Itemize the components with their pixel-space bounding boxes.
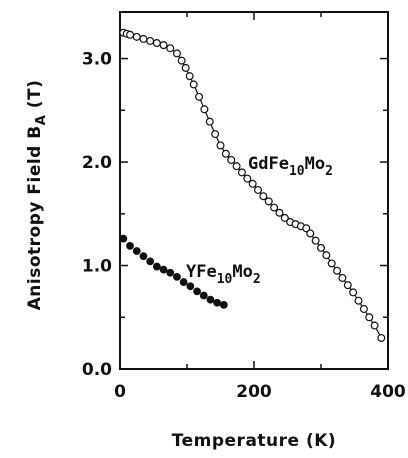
series-gdfe10mo2 — [119, 28, 386, 342]
axis-ticks — [119, 12, 389, 370]
data-point-open — [146, 36, 155, 45]
data-point-open — [349, 288, 358, 297]
data-point-open — [327, 259, 336, 268]
data-point-open — [177, 56, 186, 65]
data-point-open — [338, 273, 347, 282]
data-point-open — [311, 236, 320, 245]
series-yfe10mo2 — [119, 234, 228, 309]
data-point-filled — [146, 257, 155, 266]
data-point-filled — [119, 234, 128, 243]
data-point-open — [132, 32, 141, 41]
y-axis-label: Anisotropy Field BA (T) — [25, 80, 49, 311]
data-point-open — [254, 185, 263, 194]
data-point-filled — [213, 298, 222, 307]
data-point-open — [377, 333, 386, 342]
data-point-open — [159, 41, 168, 50]
data-point-filled — [186, 282, 195, 291]
data-point-open — [185, 72, 194, 81]
data-point-open — [139, 34, 148, 43]
data-point-filled — [179, 278, 188, 286]
data-point-open — [221, 149, 230, 158]
y-tick-label: 1.0 — [82, 257, 112, 277]
data-point-open — [243, 174, 252, 183]
data-point-open — [152, 39, 161, 48]
y-axis-label-subscript: A — [34, 115, 49, 126]
data-point-open — [365, 313, 374, 322]
data-point-open — [359, 304, 368, 313]
data-point-open — [126, 30, 135, 39]
data-point-open — [232, 162, 241, 171]
x-tick-label: 0 — [114, 382, 126, 402]
data-point-filled — [206, 295, 215, 304]
data-point-filled — [199, 291, 208, 300]
data-point-open — [343, 281, 352, 290]
data-point-filled — [132, 247, 141, 255]
data-point-open — [259, 192, 268, 201]
y-tick-label: 2.0 — [82, 153, 112, 173]
data-point-open — [211, 130, 220, 139]
data-point-filled — [219, 300, 228, 309]
y-tick-label: 0.0 — [82, 360, 112, 380]
x-tick-label: 400 — [370, 382, 406, 402]
data-point-filled — [173, 273, 181, 281]
data-point-open — [189, 80, 198, 89]
y-tick-label: 3.0 — [82, 50, 112, 70]
series-label-gdfe10mo2: GdFe10Mo2 — [248, 154, 333, 179]
data-point-open — [275, 208, 284, 217]
data-point-open — [237, 168, 246, 177]
y-tick-labels: 0.0 1.0 2.0 3.0 — [82, 50, 112, 380]
plot-frame — [119, 11, 389, 370]
data-point-open — [302, 224, 311, 233]
x-tick-labels: 0 200 400 — [114, 382, 406, 402]
x-axis-label: Temperature (K) — [172, 431, 336, 451]
data-point-filled — [166, 268, 175, 277]
data-point-open — [227, 155, 236, 164]
data-point-filled — [139, 252, 148, 261]
data-point-open — [181, 63, 190, 72]
data-point-filled — [152, 262, 161, 271]
data-point-filled — [193, 287, 201, 296]
x-tick-label: 200 — [236, 382, 272, 402]
data-point-open — [322, 251, 331, 260]
data-point-open — [248, 179, 257, 188]
series-group — [119, 28, 386, 342]
data-point-open — [166, 44, 175, 53]
series-label-yfe10mo2: YFe10Mo2 — [186, 262, 261, 287]
data-point-open — [195, 92, 204, 101]
data-point-open — [370, 321, 379, 330]
data-point-open — [216, 141, 225, 150]
data-point-filled — [159, 265, 168, 274]
data-point-open — [172, 49, 181, 58]
data-point-open — [333, 266, 342, 275]
data-point-open — [280, 213, 289, 222]
data-point-open — [354, 296, 363, 305]
data-point-open — [200, 105, 209, 114]
data-point-filled — [126, 241, 134, 250]
data-point-open — [270, 203, 279, 212]
data-point-open — [317, 243, 326, 252]
data-point-open — [264, 197, 273, 206]
data-point-open — [306, 229, 315, 238]
data-point-open — [205, 117, 214, 126]
